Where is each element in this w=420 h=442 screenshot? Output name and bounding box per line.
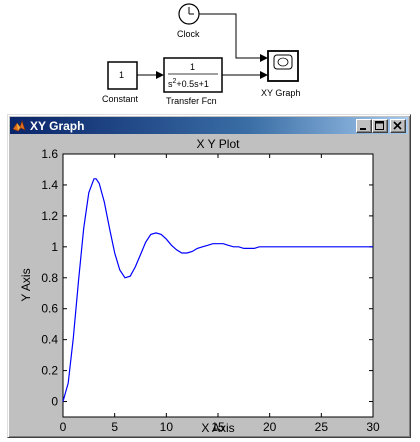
- minimize-icon: [360, 127, 366, 130]
- y-tick-label: 1.2: [41, 209, 58, 223]
- scope-trace-icon: [277, 57, 289, 67]
- xy-plot[interactable]: X Y Plot X Axis Y Axis 0 5 10 15 20 25 3000.20…: [10, 136, 408, 435]
- y-tick-label: 1: [51, 240, 58, 254]
- constant-value: 1: [119, 70, 124, 80]
- clock-label: Clock: [177, 29, 200, 39]
- x-tick-label: 20: [263, 420, 277, 434]
- maximize-button[interactable]: [372, 118, 388, 133]
- simulink-diagram: Clock 1 Constant 1 s2+0.5s+1 Transfer Fc…: [102, 3, 300, 106]
- constant-block[interactable]: 1 Constant: [102, 61, 139, 104]
- close-icon: [393, 120, 402, 130]
- constant-signal-arrow: [156, 71, 164, 79]
- xy-graph-block[interactable]: XY Graph: [261, 50, 300, 98]
- xy-graph-label: XY Graph: [261, 88, 300, 98]
- x-tick-label: 5: [111, 420, 118, 434]
- x-tick-label: 25: [315, 420, 329, 434]
- window-titlebar[interactable]: XY Graph: [10, 117, 408, 134]
- x-tick-label: 0: [60, 420, 67, 434]
- y-tick-label: 0.8: [41, 271, 58, 285]
- y-tick-label: 1.6: [41, 147, 58, 161]
- transfer-fcn-signal-arrow: [260, 71, 268, 79]
- y-tick-label: 0.2: [41, 364, 58, 378]
- constant-label: Constant: [102, 94, 139, 104]
- plot-title: X Y Plot: [197, 137, 241, 151]
- matlab-icon: [12, 119, 26, 133]
- transfer-fcn-numerator: 1: [190, 62, 195, 72]
- window-title: XY Graph: [30, 118, 85, 133]
- minimize-button[interactable]: [356, 118, 372, 133]
- y-tick-label: 0.6: [41, 302, 58, 316]
- x-tick-label: 10: [160, 420, 174, 434]
- plot-axes-box: [62, 153, 374, 418]
- x-tick-label: 15: [211, 420, 225, 434]
- clock-signal-line[interactable]: [199, 13, 260, 59]
- y-tick-label: 0: [51, 395, 58, 409]
- series-layer: [62, 178, 373, 402]
- clock-block[interactable]: Clock: [177, 3, 200, 39]
- y-tick-label: 1.4: [41, 178, 58, 192]
- scope-screen-icon: [273, 54, 293, 70]
- y-axis-title: Y Axis: [19, 268, 33, 301]
- x-axis-title: X Axis: [201, 421, 234, 435]
- x-tick-label: 30: [366, 420, 380, 434]
- axis-ticks: 0 5 10 15 20 25 30 0 0.2 0.4 0.6 0.8 1 1.2 1.4 1.6: [41, 147, 380, 434]
- series-line-0: [62, 178, 373, 402]
- transfer-fcn-block[interactable]: 1 s2+0.5s+1 Transfer Fcn: [163, 57, 223, 106]
- clock-signal-arrow: [260, 54, 268, 62]
- maximize-icon: [375, 120, 384, 130]
- y-tick-label: 0.4: [41, 333, 58, 347]
- xy-graph-window: XY Graph X Y Plot: [7, 114, 411, 438]
- transfer-fcn-denominator: s2+0.5s+1: [168, 78, 209, 89]
- figure-client-area: X Y Plot X Axis Y Axis 0 5 10 15 20 25 30 0 0.2 0…: [10, 136, 408, 435]
- transfer-fcn-label: Transfer Fcn: [166, 96, 217, 106]
- close-button[interactable]: [390, 118, 406, 133]
